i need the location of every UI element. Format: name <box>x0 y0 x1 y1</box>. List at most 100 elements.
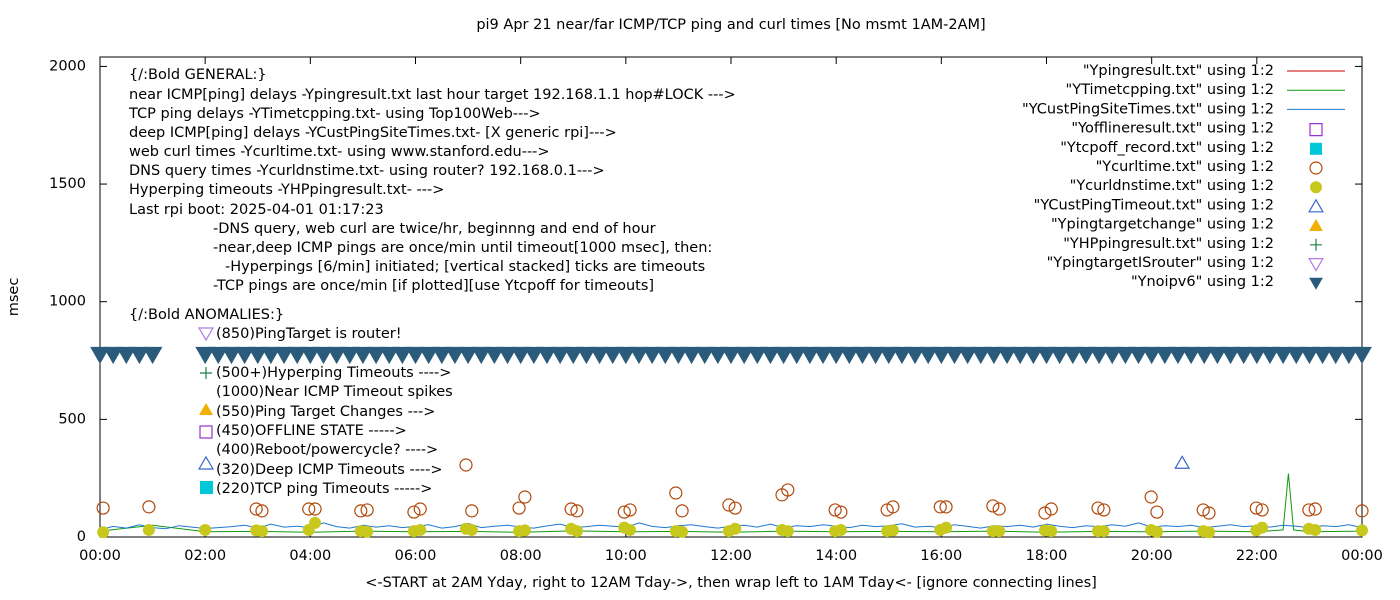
marker <box>839 346 860 365</box>
marker <box>1233 346 1254 365</box>
marker <box>1154 346 1175 365</box>
x-tick-label: 00:00 <box>79 548 121 564</box>
marker <box>1115 346 1136 365</box>
annotation: Last rpi boot: 2025-04-01 01:17:23 <box>129 202 384 218</box>
marker <box>939 500 953 514</box>
annotation: web curl times -Ycurltime.txt- using www… <box>129 144 550 160</box>
annotation: -near,deep ICMP pings are once/min until… <box>213 240 712 256</box>
marker <box>781 525 794 538</box>
x-tick-label: 04:00 <box>289 548 331 564</box>
marker <box>261 346 281 365</box>
x-axis-label: <-START at 2AM Yday, right to 12AM Tday-… <box>365 575 1097 591</box>
marker <box>615 346 636 365</box>
marker <box>1023 346 1044 365</box>
marker <box>497 346 518 365</box>
marker <box>1150 525 1163 538</box>
marker <box>1312 346 1333 365</box>
marker <box>518 490 532 504</box>
marker <box>707 346 728 365</box>
y-axis-label: msec <box>6 278 22 317</box>
marker <box>459 458 473 472</box>
marker <box>142 500 156 514</box>
legend-label: "YTimetcpping.txt" using 1:2 <box>1066 82 1274 98</box>
annotation: {/:Bold GENERAL:} <box>129 67 267 83</box>
series-line <box>99 473 1363 533</box>
marker <box>142 523 155 536</box>
y-tick-label: 0 <box>77 529 86 545</box>
y-tick-label: 2000 <box>49 58 86 74</box>
marker <box>1352 346 1372 365</box>
annotation: {/:Bold ANOMALIES:} <box>129 307 284 323</box>
marker <box>1202 506 1216 520</box>
marker <box>992 502 1006 516</box>
marker <box>414 523 427 536</box>
annotation: -TCP pings are once/min [if plotted][use… <box>213 278 654 294</box>
marker <box>570 504 584 518</box>
marker <box>90 346 110 365</box>
marker <box>1202 526 1215 539</box>
marker <box>629 346 649 365</box>
marker <box>623 503 637 517</box>
marker <box>570 525 583 538</box>
marker <box>918 346 939 365</box>
y-tick-label: 1000 <box>49 294 86 310</box>
legend-label: "Ypingtargetchange" using 1:2 <box>1051 217 1274 233</box>
legend-label: "YCustPingTimeout.txt" using 1:2 <box>1034 197 1274 213</box>
marker <box>195 346 216 365</box>
marker <box>892 346 912 365</box>
marker <box>986 499 1000 513</box>
marker <box>353 346 373 365</box>
marker <box>1309 523 1322 536</box>
marker <box>828 503 842 517</box>
legend-symbol <box>1308 258 1324 272</box>
marker <box>247 346 268 365</box>
marker <box>458 346 478 365</box>
symbol <box>200 481 213 494</box>
marker <box>366 346 386 365</box>
x-tick-label: 20:00 <box>1131 548 1173 564</box>
legend-symbol <box>1309 219 1323 231</box>
marker <box>852 346 873 365</box>
marker <box>940 521 953 534</box>
marker <box>813 346 833 365</box>
marker <box>103 346 124 365</box>
marker <box>1255 503 1269 517</box>
anomaly-note: (500+)Hyperping Timeouts ----> <box>216 365 451 381</box>
x-tick-label: 22:00 <box>1236 548 1278 564</box>
marker <box>931 346 952 365</box>
marker <box>722 498 736 512</box>
marker <box>274 346 294 365</box>
marker <box>905 346 925 365</box>
legend-label: "YHPpingresult.txt" using 1:2 <box>1063 236 1274 252</box>
marker <box>589 346 610 365</box>
annotation: TCP ping delays -YTimetcpping.txt- using… <box>128 106 541 122</box>
marker <box>308 502 322 516</box>
legend-symbol <box>1310 238 1322 251</box>
marker <box>1273 346 1293 365</box>
marker <box>129 346 150 365</box>
marker <box>1097 525 1110 538</box>
anomaly-note: (1000)Near ICMP Timeout spikes <box>216 384 453 400</box>
marker <box>1308 502 1322 516</box>
annotation: Hyperping timeouts -YHPpingresult.txt- -… <box>129 182 444 198</box>
marker <box>1302 503 1316 517</box>
marker <box>1260 346 1280 365</box>
y-tick-label: 500 <box>58 411 86 427</box>
marker <box>339 346 360 365</box>
marker <box>302 502 316 516</box>
marker <box>1076 346 1096 365</box>
marker <box>564 502 578 516</box>
marker <box>984 346 1004 365</box>
marker <box>300 346 321 365</box>
marker <box>361 525 374 538</box>
marker <box>668 346 689 365</box>
anomaly-note: (550)Ping Target Changes ---> <box>216 404 435 420</box>
marker <box>379 346 400 365</box>
x-tick-label: 02:00 <box>184 548 226 564</box>
x-tick-label: 18:00 <box>1026 548 1068 564</box>
marker <box>1194 346 1215 365</box>
marker <box>1207 346 1228 365</box>
legend-label: "Ycurldnstime.txt" using 1:2 <box>1070 178 1274 194</box>
marker <box>728 501 742 515</box>
